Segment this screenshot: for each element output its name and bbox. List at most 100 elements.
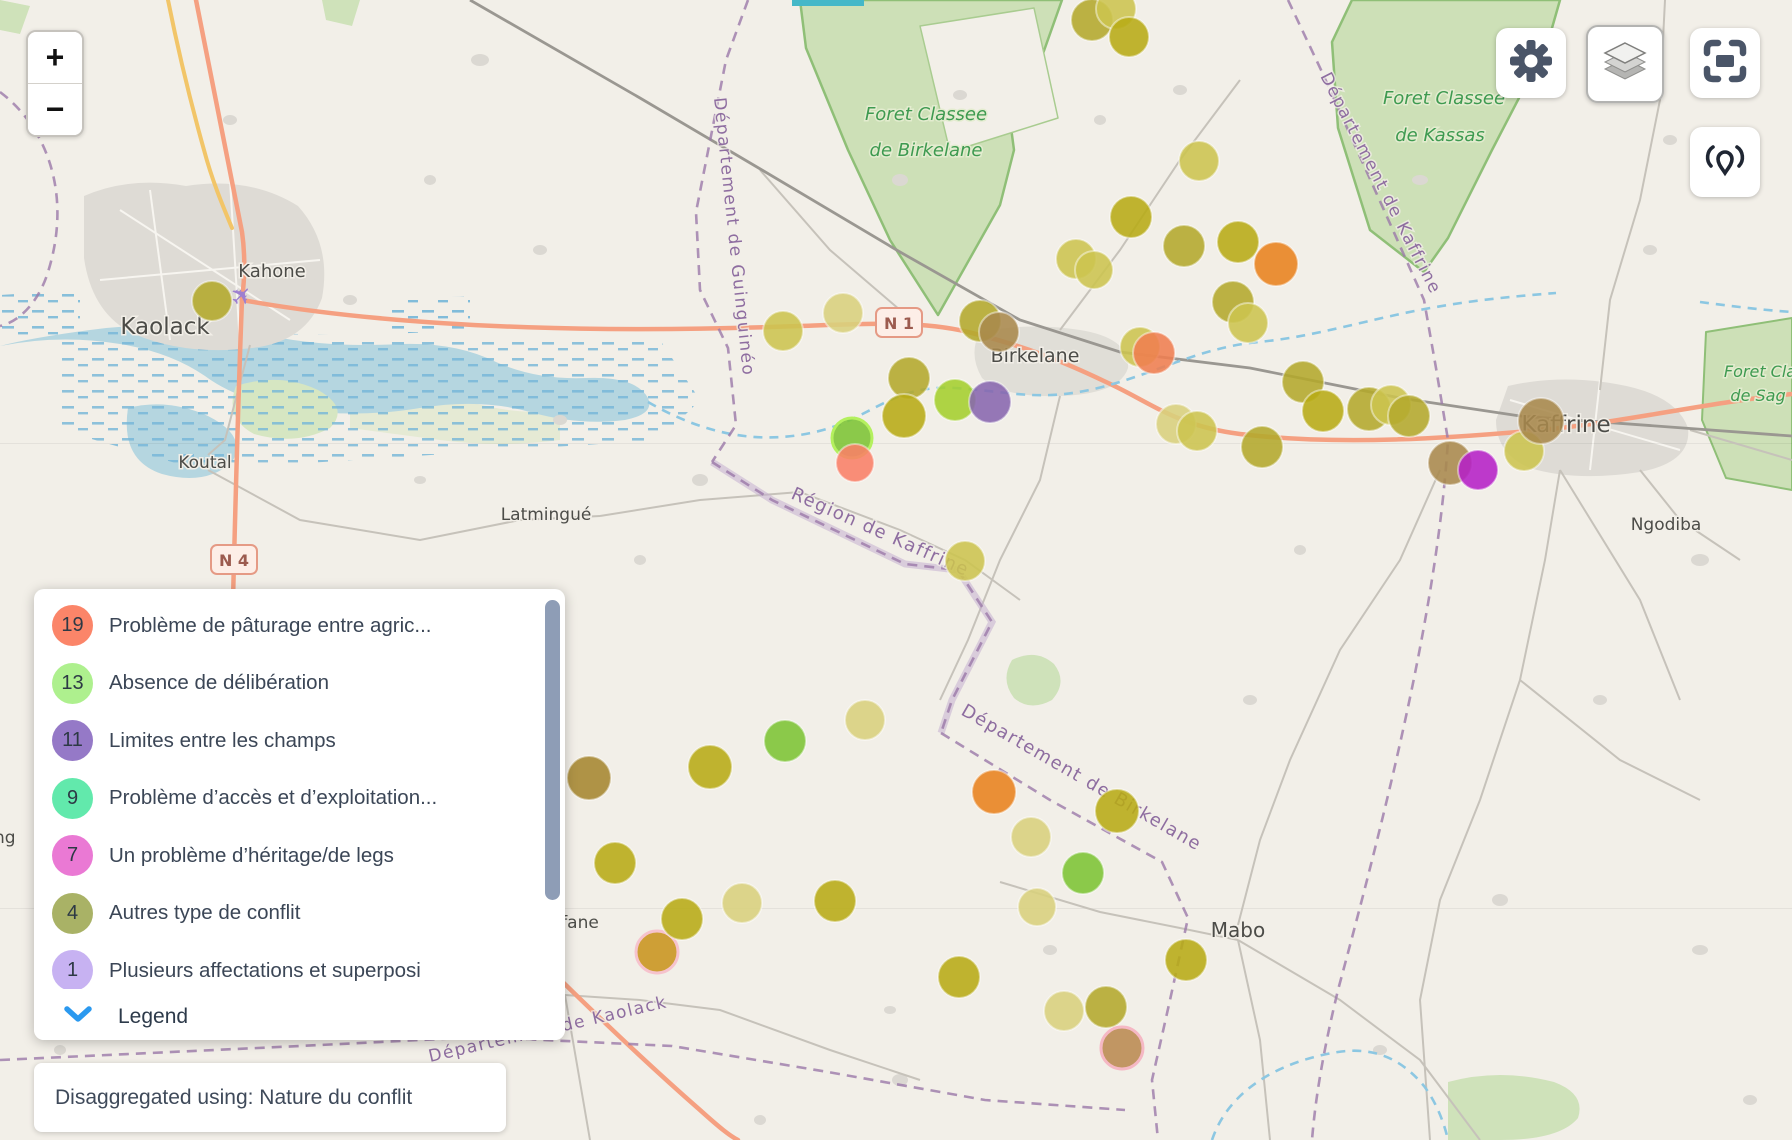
layers-button[interactable] bbox=[1586, 25, 1664, 103]
map-marker[interactable] bbox=[1301, 389, 1345, 433]
show-markers-button[interactable] bbox=[1690, 127, 1760, 197]
data-markers bbox=[191, 0, 1565, 1071]
road-shields: N 1 N 4 bbox=[210, 307, 923, 575]
map-marker[interactable] bbox=[1162, 224, 1206, 268]
legend-item-label: Un problème d’héritage/de legs bbox=[109, 843, 394, 867]
disaggregation-bar: Disaggregated using: Nature du conflit bbox=[34, 1063, 506, 1132]
zoom-in-button[interactable]: + bbox=[28, 32, 82, 83]
map-marker[interactable] bbox=[835, 443, 875, 483]
map-label: fane bbox=[561, 913, 599, 933]
map-marker[interactable] bbox=[937, 955, 981, 999]
legend-item[interactable]: 11 Limites entre les champs bbox=[34, 712, 565, 770]
map-label: Koutal bbox=[178, 453, 231, 473]
legend-item[interactable]: 1 Plusieurs affectations et superposi bbox=[34, 942, 565, 989]
map-marker[interactable] bbox=[1074, 250, 1114, 290]
map-marker[interactable] bbox=[1061, 851, 1105, 895]
map-marker[interactable] bbox=[1132, 331, 1176, 375]
legend-count-bubble: 1 bbox=[52, 950, 93, 989]
map-marker[interactable] bbox=[763, 719, 807, 763]
minor-roads bbox=[207, 0, 1792, 1140]
map-label: ng bbox=[0, 828, 16, 848]
map-marker[interactable] bbox=[566, 755, 612, 801]
map-marker[interactable] bbox=[1010, 816, 1052, 858]
zoom-control: + − bbox=[26, 30, 84, 137]
map-marker[interactable] bbox=[191, 280, 233, 322]
map-label: Mabo bbox=[1211, 918, 1265, 942]
map-marker[interactable] bbox=[944, 540, 986, 582]
legend-item-label: Problème de pâturage entre agric... bbox=[109, 613, 432, 637]
legend-count-bubble: 9 bbox=[52, 777, 93, 819]
top-tab-indicator bbox=[792, 0, 864, 6]
map-marker[interactable] bbox=[1517, 397, 1565, 445]
map-marker[interactable] bbox=[1017, 887, 1057, 927]
map-marker[interactable] bbox=[1084, 985, 1128, 1029]
map-marker[interactable] bbox=[881, 393, 927, 439]
legend-count-bubble: 7 bbox=[52, 835, 93, 877]
legend-item-label: Plusieurs affectations et superposi bbox=[109, 958, 421, 982]
legend-item[interactable]: 9 Problème d’accès et d’exploitation... bbox=[34, 770, 565, 828]
map-marker[interactable] bbox=[844, 699, 886, 741]
legend-item[interactable]: 13 Absence de délibération bbox=[34, 655, 565, 713]
legend-count-bubble: 13 bbox=[52, 662, 93, 704]
legend-item-label: Autres type de conflit bbox=[109, 901, 301, 925]
map-marker[interactable] bbox=[978, 311, 1020, 353]
legend-panel: 19 Problème de pâturage entre agric... 13 A… bbox=[34, 589, 565, 1040]
map-label: Kaolack bbox=[120, 314, 210, 340]
legend-item[interactable]: 4 Autres type de conflit bbox=[34, 885, 565, 943]
map-label: Foret Classee bbox=[1383, 88, 1505, 109]
legend-toggle[interactable]: Legend bbox=[34, 994, 565, 1040]
map-marker[interactable] bbox=[660, 897, 704, 941]
water-areas bbox=[0, 290, 700, 478]
map-label: Foret Classee bbox=[865, 104, 987, 125]
map-marker[interactable] bbox=[1164, 938, 1208, 982]
railway-line bbox=[469, 0, 1792, 438]
map-marker[interactable] bbox=[968, 380, 1012, 424]
legend-item[interactable]: 7 Un problème d’héritage/de legs bbox=[34, 827, 565, 885]
map-marker[interactable] bbox=[687, 744, 733, 790]
map-marker[interactable] bbox=[1108, 16, 1150, 58]
map-label: de Birkelane bbox=[870, 140, 983, 161]
map-marker[interactable] bbox=[887, 356, 931, 400]
legend-item[interactable]: 19 Problème de pâturage entre agric... bbox=[34, 597, 565, 655]
legend-footer-label: Legend bbox=[118, 1005, 189, 1028]
map-marker[interactable] bbox=[1176, 410, 1218, 452]
map-marker[interactable] bbox=[1043, 990, 1085, 1032]
map-marker[interactable] bbox=[813, 879, 857, 923]
legend-item-label: Limites entre les champs bbox=[109, 728, 336, 752]
map-label: Ngodiba bbox=[1631, 515, 1702, 535]
map-marker[interactable] bbox=[1099, 1025, 1145, 1071]
svg-text:N 4: N 4 bbox=[219, 551, 249, 570]
map-marker[interactable] bbox=[1178, 140, 1220, 182]
map-marker[interactable] bbox=[822, 292, 864, 334]
map-marker[interactable] bbox=[1253, 241, 1299, 287]
road-shield: N 4 bbox=[210, 544, 258, 575]
legend-count-bubble: 19 bbox=[52, 605, 93, 647]
map-marker[interactable] bbox=[593, 841, 637, 885]
map-marker[interactable] bbox=[1094, 788, 1140, 834]
map-marker[interactable] bbox=[1240, 425, 1284, 469]
legend-items: 19 Problème de pâturage entre agric... 13 A… bbox=[34, 597, 565, 989]
map-marker[interactable] bbox=[1387, 394, 1431, 438]
map-marker[interactable] bbox=[762, 310, 804, 352]
map-label: Foret Cla bbox=[1724, 362, 1792, 381]
map-marker[interactable] bbox=[634, 929, 680, 975]
legend-count-bubble: 4 bbox=[52, 892, 93, 934]
settings-button[interactable] bbox=[1496, 28, 1566, 98]
svg-text:N 1: N 1 bbox=[884, 314, 914, 333]
map-marker[interactable] bbox=[721, 882, 763, 924]
legend-count-bubble: 11 bbox=[52, 720, 93, 762]
map-marker[interactable] bbox=[1216, 220, 1260, 264]
legend-scrollbar[interactable] bbox=[545, 600, 560, 900]
map-label: Kahone bbox=[238, 261, 305, 282]
zoom-out-button[interactable]: − bbox=[28, 83, 82, 135]
map-marker[interactable] bbox=[1227, 302, 1269, 344]
fullscreen-button[interactable] bbox=[1690, 28, 1760, 98]
map-marker[interactable] bbox=[1457, 449, 1499, 491]
river-lines bbox=[647, 291, 1792, 1140]
map-label: Birkelane bbox=[991, 345, 1080, 367]
map-label: Latmingué bbox=[501, 505, 592, 525]
map-marker[interactable] bbox=[971, 769, 1017, 815]
legend-item-label: Absence de délibération bbox=[109, 671, 329, 695]
map-marker[interactable] bbox=[1109, 195, 1153, 239]
